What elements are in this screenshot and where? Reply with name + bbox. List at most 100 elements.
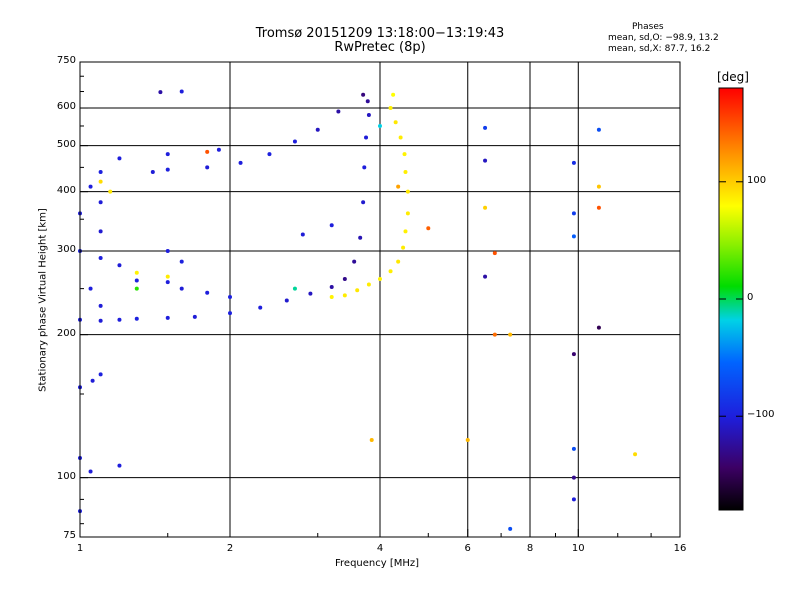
data-point-o [216,147,221,152]
data-point-other [596,325,601,330]
phase-stats-o: mean, sd,O: −98.9, 13.2 [608,33,719,43]
data-point-o [117,463,122,468]
data-point-x [378,276,382,281]
axis-ticks [79,61,681,538]
data-point-o [284,298,289,303]
data-point-o [308,291,313,296]
data-point-x [483,205,488,210]
data-point-x [98,179,103,184]
data-point-other [483,274,488,279]
data-point-other [571,446,576,451]
data-point-other [571,352,576,357]
data-point-o [117,263,122,268]
data-point-x [108,189,113,194]
data-point-o [315,127,320,132]
chart-title: Tromsø 20151209 13:18:00−13:19:43 [255,26,505,41]
y-tick-label: 75 [63,530,76,541]
data-point-other [596,127,601,132]
data-point-x [403,229,408,234]
data-point-other [571,497,576,502]
data-points [78,89,638,531]
data-point-o [165,315,170,320]
data-point-x [393,120,398,125]
y-axis-label: Stationary phase Virtual Height [km] [37,208,49,392]
data-point-o [117,156,122,161]
data-point-x [355,288,360,293]
data-point-x [596,184,601,189]
data-point-o [365,99,370,104]
data-point-other [134,286,139,291]
x-tick-label: 16 [673,543,687,554]
colorbar-tick-label: −100 [747,409,775,421]
data-point-other [492,251,497,256]
x-axis-label: Frequency [MHz] [335,558,420,569]
data-point-o [134,316,139,321]
data-point-o [179,89,184,94]
data-point-o [366,113,371,118]
data-point-other [492,332,497,337]
x-tick-label: 6 [464,543,471,554]
data-point-o [267,152,272,157]
data-point-x [396,259,401,264]
data-point-o [88,184,93,189]
x-tick-label: 2 [226,543,234,554]
data-point-x [398,135,403,140]
data-point-o [150,170,155,175]
data-point-o [165,167,170,172]
data-point-x [508,332,513,337]
data-point-o [329,284,334,289]
data-point-other [571,211,576,216]
data-point-o [165,152,170,157]
y-tick-label: 200 [56,327,76,339]
x-tick-label: 8 [526,543,534,554]
data-point-o [179,286,184,291]
data-point-o [88,469,93,474]
data-point-o [165,249,170,254]
y-tick-label: 400 [56,184,76,196]
chart-subtitle: RwPretec (8p) [334,40,426,55]
colorbar-unit-label: [deg] [717,70,749,84]
data-point-other [508,526,513,531]
data-point-other [571,475,576,480]
data-point-o [98,318,103,323]
data-point-o [98,200,103,205]
y-tick-label: 600 [56,101,76,113]
data-point-o [117,317,122,322]
data-point-x [388,269,393,274]
data-point-o [90,378,95,383]
data-point-x [165,274,170,279]
data-point-x [388,106,393,111]
colorbar-tick-label: 100 [747,174,767,186]
phases-heading: Phases [632,22,664,32]
data-point-x [403,170,408,175]
data-point-o [179,259,184,264]
data-point-other [483,158,488,163]
data-point-o [336,109,341,114]
data-point-o [342,276,347,281]
data-point-o [352,259,357,264]
x-tick-label: 4 [376,543,384,554]
data-point-other [596,205,601,210]
data-point-o [361,92,366,97]
data-point-o [192,314,197,319]
data-point-x [391,92,396,97]
data-point-other [571,234,576,239]
data-point-other [292,286,297,291]
data-point-x [405,211,410,216]
data-point-o [205,165,210,170]
data-point-x [402,152,407,157]
data-point-x [342,293,347,298]
data-point-x [366,282,371,287]
data-point-o [98,372,103,377]
data-point-other [571,160,576,165]
x-tick-label: 1 [76,543,84,554]
data-point-o [134,278,139,283]
data-point-o [205,290,210,295]
data-point-o [98,229,103,234]
data-point-o [98,170,103,175]
y-tick-label: 300 [56,244,76,256]
data-point-o [329,223,334,228]
data-point-o [300,232,305,237]
colorbar-tick-label: 0 [747,292,754,303]
